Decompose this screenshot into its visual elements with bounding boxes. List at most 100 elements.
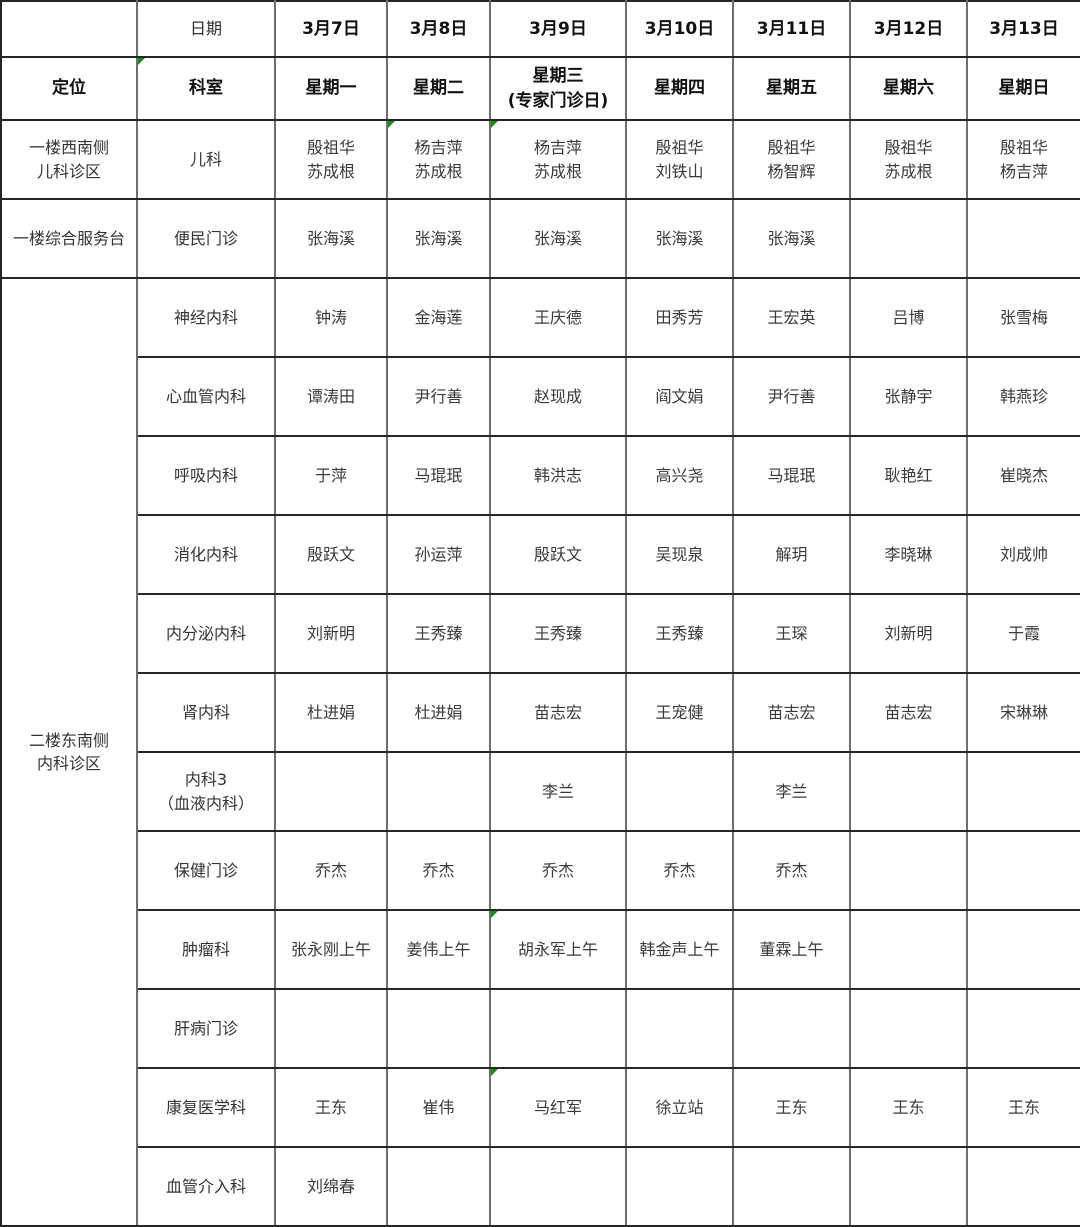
schedule-cell: 崔伟	[386, 1067, 491, 1148]
schedule-cell: 乔杰	[732, 830, 851, 911]
schedule-row: 肾内科 杜进娟 杜进娟 苗志宏 王宠健 苗志宏 苗志宏 宋琳琳	[1, 672, 1080, 753]
schedule-cell	[849, 1146, 968, 1227]
schedule-cell: 解玥	[732, 514, 851, 595]
schedule-cell: 李兰	[732, 751, 851, 832]
date-label-cell: 日期	[136, 0, 276, 58]
schedule-cell: 王宏英	[732, 277, 851, 358]
schedule-cell: 阎文娟	[625, 356, 734, 437]
weekday-cell: 星期六	[849, 56, 968, 121]
weekday-cell: 星期日	[966, 56, 1080, 121]
schedule-cell	[386, 988, 491, 1069]
schedule-cell	[386, 1146, 491, 1227]
schedule-cell	[274, 988, 388, 1069]
schedule-cell: 杨吉萍 苏成根	[386, 119, 491, 200]
schedule-cell: 韩洪志	[489, 435, 627, 516]
dept-cell: 肝病门诊	[136, 988, 276, 1069]
schedule-row: 呼吸内科 于萍 马琨珉 韩洪志 高兴尧 马琨珉 耿艳红 崔晓杰	[1, 435, 1080, 516]
schedule-row: 消化内科 殷跃文 孙运萍 殷跃文 吴现泉 解玥 李晓琳 刘成帅	[1, 514, 1080, 595]
dept-cell: 内分泌内科	[136, 593, 276, 674]
date-cell: 3月9日	[489, 0, 627, 58]
dept-cell: 心血管内科	[136, 356, 276, 437]
schedule-cell: 吴现泉	[625, 514, 734, 595]
schedule-cell: 王秀臻	[489, 593, 627, 674]
schedule-cell: 杜进娟	[274, 672, 388, 753]
schedule-cell: 杜进娟	[386, 672, 491, 753]
schedule-cell: 王东	[274, 1067, 388, 1148]
schedule-cell	[625, 1146, 734, 1227]
schedule-cell: 殷祖华 刘铁山	[625, 119, 734, 200]
dept-cell: 内科3 （血液内科）	[136, 751, 276, 832]
schedule-cell: 杨吉萍 苏成根	[489, 119, 627, 200]
dept-cell: 肾内科	[136, 672, 276, 753]
schedule-cell: 胡永军上午	[489, 909, 627, 990]
schedule-cell: 谭涛田	[274, 356, 388, 437]
schedule-cell: 于萍	[274, 435, 388, 516]
schedule-cell: 钟涛	[274, 277, 388, 358]
schedule-cell	[849, 198, 968, 279]
schedule-row: 康复医学科 王东 崔伟 马红军 徐立站 王东 王东 王东	[1, 1067, 1080, 1148]
schedule-cell: 王庆德	[489, 277, 627, 358]
schedule-cell: 崔晓杰	[966, 435, 1080, 516]
schedule-cell: 马琨珉	[732, 435, 851, 516]
schedule-cell	[849, 751, 968, 832]
schedule-row: 内分泌内科 刘新明 王秀臻 王秀臻 王秀臻 王琛 刘新明 于霞	[1, 593, 1080, 674]
schedule-cell: 高兴尧	[625, 435, 734, 516]
location-cell: 一楼综合服务台	[0, 198, 138, 279]
schedule-cell: 徐立站	[625, 1067, 734, 1148]
location-cell: 二楼东南侧 内科诊区	[0, 277, 138, 1227]
schedule-cell	[849, 909, 968, 990]
schedule-cell	[966, 830, 1080, 911]
dept-cell: 肿瘤科	[136, 909, 276, 990]
cell-flag-triangle-icon	[492, 1070, 498, 1076]
schedule-cell	[489, 1146, 627, 1227]
schedule-cell: 张海溪	[274, 198, 388, 279]
schedule-cell: 王秀臻	[625, 593, 734, 674]
dept-cell: 康复医学科	[136, 1067, 276, 1148]
schedule-cell: 耿艳红	[849, 435, 968, 516]
location-header-cell: 定位	[0, 56, 138, 121]
dept-header-label: 科室	[189, 78, 223, 99]
schedule-cell: 殷跃文	[489, 514, 627, 595]
schedule-cell: 张海溪	[386, 198, 491, 279]
schedule-cell	[732, 1146, 851, 1227]
schedule-cell: 李兰	[489, 751, 627, 832]
schedule-cell: 乔杰	[625, 830, 734, 911]
schedule-cell: 韩金声上午	[625, 909, 734, 990]
dept-cell: 儿科	[136, 119, 276, 200]
schedule-cell: 宋琳琳	[966, 672, 1080, 753]
schedule-cell	[625, 751, 734, 832]
schedule-cell: 苗志宏	[732, 672, 851, 753]
weekday-cell: 星期三 (专家门诊日)	[489, 56, 627, 121]
schedule-cell: 张海溪	[732, 198, 851, 279]
schedule-cell: 赵现成	[489, 356, 627, 437]
schedule-cell: 张永刚上午	[274, 909, 388, 990]
cell-flag-triangle-icon	[492, 122, 498, 128]
dept-cell: 消化内科	[136, 514, 276, 595]
weekday-header-row: 定位 科室 星期一 星期二 星期三 (专家门诊日) 星期四 星期五 星期六 星期日	[0, 56, 1080, 121]
date-cell: 3月11日	[732, 0, 851, 58]
schedule-cell: 刘成帅	[966, 514, 1080, 595]
schedule-cell	[966, 751, 1080, 832]
schedule-cell: 尹行善	[732, 356, 851, 437]
cell-flag-triangle-icon	[139, 59, 145, 65]
schedule-cell: 王宠健	[625, 672, 734, 753]
schedule-cell: 王东	[966, 1067, 1080, 1148]
schedule-cell: 殷祖华 杨吉萍	[966, 119, 1080, 200]
weekday-cell: 星期一	[274, 56, 388, 121]
schedule-cell: 乔杰	[489, 830, 627, 911]
date-cell: 3月8日	[386, 0, 491, 58]
schedule-cell: 刘新明	[849, 593, 968, 674]
schedule-cell: 乔杰	[274, 830, 388, 911]
schedule-cell: 张海溪	[489, 198, 627, 279]
schedule-cell: 董霖上午	[732, 909, 851, 990]
schedule-cell	[274, 751, 388, 832]
schedule-cell	[489, 988, 627, 1069]
schedule-cell: 孙运萍	[386, 514, 491, 595]
schedule-cell: 李晓琳	[849, 514, 968, 595]
schedule-cell: 田秀芳	[625, 277, 734, 358]
weekday-cell: 星期五	[732, 56, 851, 121]
schedule-cell: 张雪梅	[966, 277, 1080, 358]
schedule-row: 心血管内科 谭涛田 尹行善 赵现成 阎文娟 尹行善 张静宇 韩燕珍	[1, 356, 1080, 437]
location-cell: 一楼西南侧 儿科诊区	[0, 119, 138, 200]
